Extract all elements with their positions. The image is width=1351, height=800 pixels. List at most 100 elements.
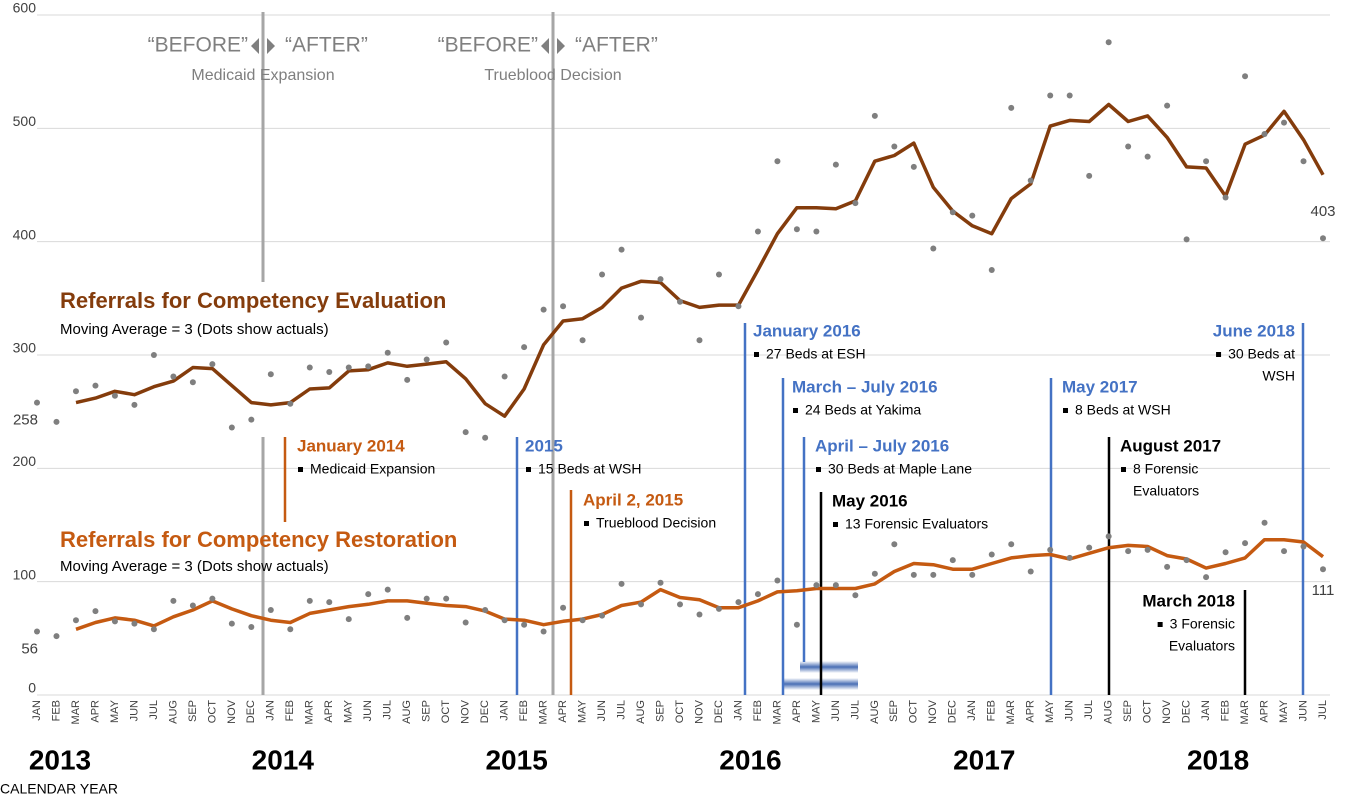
x-tick-label: AUG — [401, 700, 413, 724]
actual-dot — [1105, 533, 1112, 540]
event-title: April – July 2016 — [815, 436, 949, 455]
x-tick-label: MAR — [538, 700, 550, 725]
actual-dot — [540, 628, 547, 635]
bullet — [1121, 467, 1126, 472]
x-tick-label: FEB — [50, 700, 62, 721]
x-tick-label: JUN — [128, 700, 140, 721]
before-label: “BEFORE” — [438, 34, 538, 57]
actual-dot — [910, 163, 917, 170]
actual-dot — [131, 620, 138, 627]
actual-dot — [170, 373, 177, 380]
actual-dot — [1281, 548, 1288, 555]
event-body: Evaluators — [1133, 483, 1199, 499]
x-tick-label: JUN — [1297, 700, 1309, 721]
actual-dot — [949, 209, 956, 216]
actual-dot — [735, 599, 742, 606]
actual-dot — [638, 314, 645, 321]
actual-dot — [793, 226, 800, 233]
event-body: 13 Forensic Evaluators — [845, 516, 988, 532]
actual-dot — [618, 580, 625, 587]
actual-dot — [1222, 549, 1229, 556]
actual-dot — [423, 595, 430, 602]
actual-dot — [326, 369, 333, 375]
x-tick-label: DEC — [713, 700, 725, 723]
actual-dot — [267, 371, 274, 378]
x-tick-label: DEC — [1181, 700, 1193, 723]
bullet — [816, 467, 821, 472]
event-body: 3 Forensic — [1170, 616, 1235, 632]
x-tick-label: NOV — [226, 699, 238, 724]
x-tick-label: MAY — [109, 699, 121, 723]
actual-dot — [443, 595, 450, 602]
x-tick-label: NOV — [1161, 699, 1173, 724]
x-tick-label: JUN — [596, 700, 608, 721]
actual-dot — [1222, 194, 1229, 201]
actual-dot — [53, 418, 60, 425]
bullet — [793, 408, 798, 413]
event-body: WSH — [1262, 368, 1295, 384]
actual-dot — [560, 604, 567, 611]
actual-dot — [345, 364, 352, 371]
actual-dot — [1320, 235, 1326, 242]
event-body: 8 Beds at WSH — [1075, 402, 1171, 418]
x-tick-label: JAN — [1200, 700, 1212, 721]
actual-dot — [248, 416, 255, 423]
actual-dot — [384, 349, 391, 356]
y-tick-label: 500 — [13, 113, 37, 129]
actual-dot — [540, 306, 547, 313]
actual-dot — [969, 212, 976, 219]
actual-dot — [638, 601, 645, 608]
actual-dot — [365, 363, 372, 370]
actual-dot — [774, 577, 781, 584]
x-tick-label: OCT — [674, 700, 686, 724]
actual-dot — [832, 582, 839, 589]
actual-dot — [910, 571, 917, 578]
actual-dot — [1320, 566, 1326, 573]
y-tick-label: 100 — [13, 566, 37, 582]
actual-dot — [209, 361, 216, 368]
actual-dot — [443, 339, 450, 346]
actual-dot — [1281, 119, 1288, 126]
actual-dot — [482, 434, 489, 441]
actual-dot — [1008, 541, 1015, 548]
actual-dot — [384, 586, 391, 593]
actual-dot — [248, 624, 255, 630]
range-bar — [800, 661, 858, 673]
event-body: 30 Beds at — [1228, 346, 1295, 362]
actual-dot — [1183, 236, 1190, 243]
x-tick-label: OCT — [908, 700, 920, 724]
x-tick-label: MAR — [1005, 700, 1017, 725]
actual-dot — [579, 337, 586, 344]
x-tick-label: MAR — [1239, 700, 1251, 725]
series-subtitle: Moving Average = 3 (Dots show actuals) — [60, 321, 329, 338]
event-body: 8 Forensic — [1133, 461, 1198, 477]
actual-dot — [1144, 153, 1151, 160]
actual-dot — [404, 376, 411, 383]
x-tick-label: NOV — [693, 699, 705, 724]
actual-dot — [1086, 172, 1093, 179]
x-tick-label: OCT — [206, 700, 218, 724]
actual-dot — [774, 158, 781, 165]
actual-dot — [189, 602, 196, 609]
event-body: Trueblood Decision — [596, 515, 716, 531]
x-tick-label: FEB — [518, 700, 530, 721]
actual-dot — [267, 607, 274, 613]
actual-dot — [579, 617, 586, 624]
x-tick-label: NOV — [927, 699, 939, 724]
actual-dot — [209, 595, 216, 602]
actual-dot — [1125, 143, 1132, 150]
actual-dot — [228, 424, 235, 431]
after-label: “AFTER” — [285, 34, 368, 57]
x-tick-label: AUG — [635, 700, 647, 724]
x-tick-label: APR — [1025, 700, 1037, 723]
event-title: May 2016 — [832, 491, 908, 510]
x-tick-label: FEB — [986, 700, 998, 721]
event-body: 30 Beds at Maple Lane — [828, 461, 972, 477]
actual-dot — [521, 344, 528, 351]
actual-dot — [92, 382, 99, 389]
actual-dot — [326, 599, 333, 606]
event-title: June 2018 — [1213, 321, 1295, 340]
bullet — [1063, 408, 1068, 413]
x-axis-label: CALENDAR YEAR — [0, 781, 118, 797]
